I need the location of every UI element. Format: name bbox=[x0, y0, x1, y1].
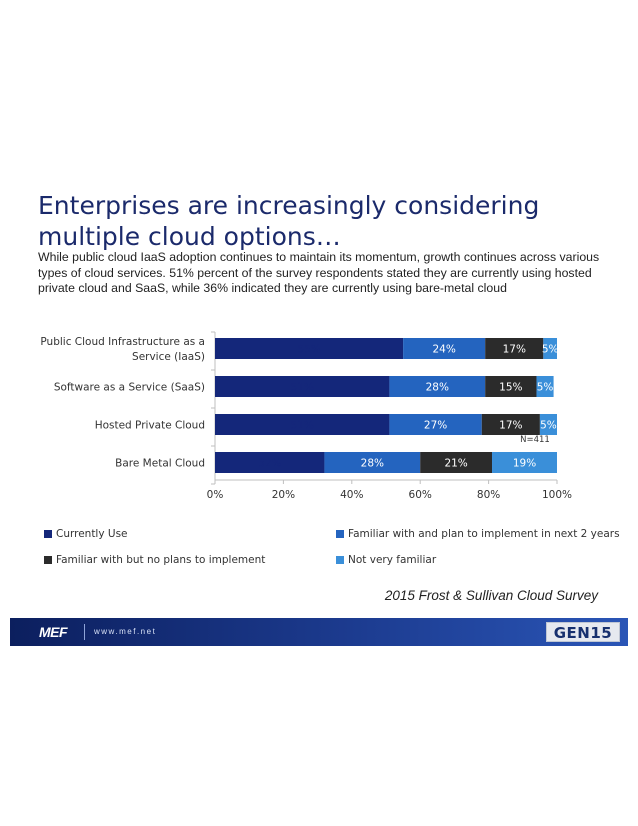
data-label: 17% bbox=[499, 420, 522, 432]
bar-segment bbox=[215, 452, 325, 473]
bar-segment bbox=[536, 376, 554, 397]
chart-labels: Public Cloud Infrastructure as a Service … bbox=[40, 336, 558, 470]
bar-segment bbox=[403, 338, 486, 359]
stacked-bar-chart: 0% 20% 40% 60% 80% 100% Public Cloud Infrastr… bbox=[40, 331, 572, 501]
legend-label: Familiar with but no plans to implement bbox=[56, 554, 266, 566]
legend-item-plan-to-implement: Familiar with and plan to implement in n… bbox=[336, 528, 620, 540]
bar-segment bbox=[485, 338, 544, 359]
legend-item-no-plans: Familiar with but no plans to implement bbox=[44, 554, 265, 566]
bar-segment bbox=[324, 452, 421, 473]
bar-segment bbox=[389, 376, 486, 397]
category-label: Bare Metal Cloud bbox=[115, 458, 205, 470]
bar-segment bbox=[215, 414, 390, 435]
data-label: 15% bbox=[499, 382, 522, 394]
x-tick-label: 80% bbox=[477, 489, 500, 501]
legend-swatch-plan-to-implement bbox=[336, 530, 344, 538]
x-tick-label: 20% bbox=[272, 489, 295, 501]
category-label: Service (IaaS) bbox=[132, 351, 205, 363]
data-label: 24% bbox=[432, 344, 455, 356]
data-label: 51% bbox=[291, 420, 314, 432]
data-label: 28% bbox=[361, 458, 384, 470]
data-label: 51% bbox=[291, 382, 314, 394]
footer-url: www.mef.net bbox=[94, 627, 157, 636]
bar-segment bbox=[420, 452, 493, 473]
gen15-logo-text: GEN15 bbox=[553, 624, 613, 642]
data-label: 5% bbox=[542, 344, 559, 356]
mef-logo-icon: MEF bbox=[39, 624, 68, 640]
bar-segment bbox=[215, 338, 404, 359]
bar-segment bbox=[389, 414, 482, 435]
bar-segment bbox=[543, 338, 557, 359]
legend-swatch-no-plans bbox=[44, 556, 52, 564]
x-tick-label: 0% bbox=[207, 489, 224, 501]
data-label: 32% bbox=[258, 458, 281, 470]
chart-axis: 0% 20% 40% 60% 80% 100% bbox=[207, 331, 572, 501]
bar-segment bbox=[215, 376, 390, 397]
footer-divider bbox=[84, 624, 85, 640]
data-label: 19% bbox=[513, 458, 536, 470]
bar-segment bbox=[481, 414, 540, 435]
footer-bar: MEF www.mef.net GEN15 bbox=[10, 618, 628, 646]
bar-segment bbox=[485, 376, 537, 397]
category-label: Hosted Private Cloud bbox=[95, 420, 205, 432]
x-tick-label: 60% bbox=[409, 489, 432, 501]
bar-segment bbox=[539, 414, 557, 435]
data-label: 28% bbox=[426, 382, 449, 394]
intro-paragraph: While public cloud IaaS adoption continu… bbox=[38, 250, 600, 295]
data-label: 5% bbox=[540, 420, 557, 432]
x-tick-label: 100% bbox=[542, 489, 572, 501]
data-label: 27% bbox=[424, 420, 447, 432]
data-label: 5% bbox=[537, 382, 554, 394]
data-label: 21% bbox=[444, 458, 467, 470]
legend-label: Not very familiar bbox=[348, 554, 437, 566]
chart-legend: Currently Use Familiar with and plan to … bbox=[44, 524, 624, 574]
sample-size-annotation: N=411 bbox=[520, 435, 550, 445]
source-citation: 2015 Frost & Sullivan Cloud Survey bbox=[384, 588, 598, 603]
legend-item-not-familiar: Not very familiar bbox=[336, 554, 436, 566]
legend-label: Currently Use bbox=[56, 528, 128, 540]
category-label: Public Cloud Infrastructure as a bbox=[40, 336, 205, 348]
legend-item-currently-use: Currently Use bbox=[44, 528, 128, 540]
chart-bars bbox=[215, 338, 557, 473]
data-label: 55% bbox=[297, 344, 320, 356]
category-label: Software as a Service (SaaS) bbox=[54, 382, 205, 394]
x-tick-label: 40% bbox=[340, 489, 363, 501]
legend-label: Familiar with and plan to implement in n… bbox=[348, 528, 620, 540]
slide-title: Enterprises are increasingly considering… bbox=[38, 191, 540, 251]
data-label: 17% bbox=[503, 344, 526, 356]
legend-swatch-not-familiar bbox=[336, 556, 344, 564]
bar-segment bbox=[492, 452, 557, 473]
legend-swatch-currently-use bbox=[44, 530, 52, 538]
gen15-logo-icon: GEN15 bbox=[546, 622, 620, 642]
